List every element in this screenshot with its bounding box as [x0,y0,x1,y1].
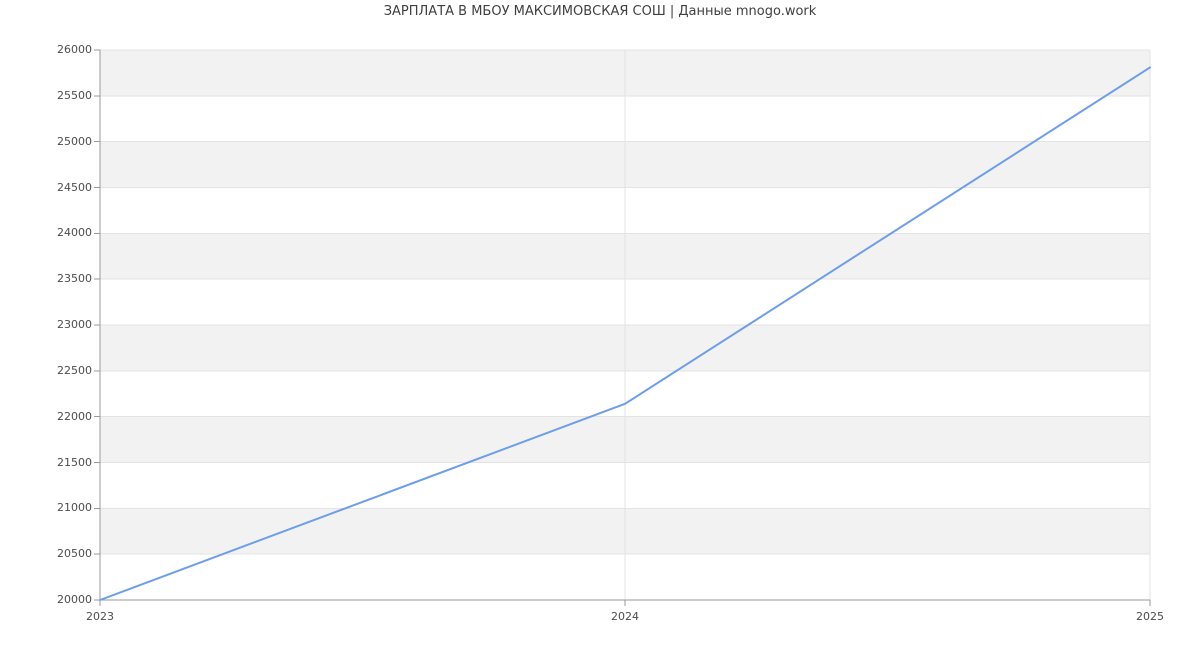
y-tick-label: 25000 [57,134,92,148]
y-tick-label: 21500 [57,455,92,469]
y-tick-label: 20000 [57,593,92,606]
y-tick-label: 20500 [57,547,92,561]
y-tick-label: 21000 [57,501,92,515]
y-tick-label: 23000 [57,318,92,331]
x-tick-label: 2025 [1136,610,1164,623]
y-tick-label: 25500 [57,88,92,102]
x-tick-label: 2023 [86,610,114,623]
chart-title: ЗАРПЛАТА В МБОУ МАКСИМОВСКАЯ СОШ | Данны… [383,4,817,19]
y-tick-label: 26000 [57,43,92,56]
y-tick-label: 22500 [57,363,92,377]
y-tick-label: 23500 [57,272,92,286]
y-tick-label: 24000 [57,226,92,240]
x-tick-label: 2024 [611,610,639,623]
y-tick-label: 24500 [57,180,92,194]
y-tick-label: 22000 [57,409,92,423]
plot-area [100,50,1150,600]
